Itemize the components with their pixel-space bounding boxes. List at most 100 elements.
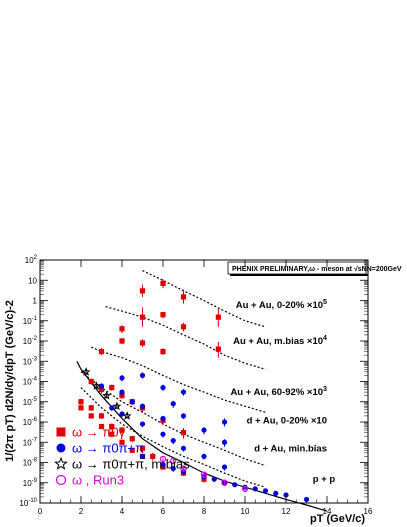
axes: 0 2 4 6 8 10 12 14 16 10-10 10-9 10-8 10-7 10-6 10-5 10… <box>19 255 373 516</box>
square-marker <box>180 429 187 436</box>
square-marker <box>150 453 156 460</box>
fit-curve-dashed <box>105 306 266 370</box>
open-circle-marker <box>180 465 187 472</box>
curve-label: d + Au, 0-20% ×10 <box>247 415 327 426</box>
curve-label: Au + Au, 60-92% ×103 <box>230 385 327 398</box>
curve-label: Au + Au, m.bias ×104 <box>233 334 327 347</box>
circle-marker <box>221 439 228 445</box>
series-group <box>119 372 228 427</box>
curve-label: p + p <box>313 474 336 485</box>
square-marker <box>78 405 84 411</box>
y-tick-label: 10-2 <box>23 336 38 346</box>
circle-marker <box>211 476 217 482</box>
open-circle-marker <box>170 457 177 465</box>
square-marker <box>139 314 146 320</box>
square-marker <box>88 378 94 385</box>
circle-marker <box>109 405 115 411</box>
fit-curve-dashed <box>80 371 266 467</box>
star-marker <box>81 367 91 376</box>
x-axis-title: pT (GeV/c) <box>310 513 365 525</box>
circle-marker <box>180 413 187 419</box>
curve-label: d + Au, min.bias <box>254 443 327 454</box>
circle-marker <box>262 488 269 494</box>
circle-marker <box>139 372 146 379</box>
legend-entry-label: ω → π0π+π <box>72 441 144 456</box>
y-tick-label: 10-1 <box>23 316 38 326</box>
square-marker <box>139 445 146 451</box>
square-marker <box>119 326 125 332</box>
legend-entry-label: ω → π0γ <box>72 425 126 440</box>
square-marker <box>180 324 187 330</box>
x-tick-label: 4 <box>120 507 125 516</box>
series-group <box>78 398 156 461</box>
circle-marker <box>170 465 176 472</box>
open-circle-marker <box>200 471 208 478</box>
series-group <box>109 405 228 471</box>
circle-marker <box>221 419 228 425</box>
circle-marker <box>139 421 146 427</box>
circle-marker <box>119 411 125 417</box>
circle-marker <box>170 438 176 444</box>
square-marker <box>119 427 125 433</box>
circle-marker <box>170 401 176 407</box>
banner-text: PHENIX PRELIMINARY,ω - meson at √sNN=200… <box>232 265 402 273</box>
square-marker <box>129 447 135 453</box>
circle-marker <box>180 445 187 451</box>
circle-marker <box>129 399 135 405</box>
circle-marker <box>252 486 258 492</box>
series-group <box>119 307 221 358</box>
square-marker <box>160 312 166 318</box>
y-tick-label: 10-7 <box>23 437 38 447</box>
y-tick-label: 10-10 <box>19 498 37 508</box>
fit-curve-dashed <box>80 387 266 488</box>
square-marker <box>180 294 187 300</box>
y-tick-label: 10-6 <box>23 417 38 427</box>
circle-marker <box>160 431 166 437</box>
y-tick-label: 10-5 <box>23 397 38 407</box>
x-tick-label: 0 <box>38 507 43 516</box>
square-marker <box>56 427 66 437</box>
circle-marker <box>303 496 310 503</box>
star-marker <box>54 456 68 470</box>
square-marker <box>215 314 221 320</box>
circle-marker <box>273 490 279 496</box>
circle-marker <box>160 415 166 422</box>
curve-labels: Au + Au, 0-20% ×105 Au + Au, m.bias ×104 A… <box>230 298 335 485</box>
square-marker <box>139 340 146 346</box>
y-tick-label: 10-3 <box>23 356 38 366</box>
x-tick-label: 12 <box>282 507 291 516</box>
x-tick-label: 14 <box>323 507 332 516</box>
square-marker <box>215 346 221 352</box>
square-marker <box>119 439 125 445</box>
y-tick-label: 10-9 <box>23 478 38 488</box>
square-marker <box>139 288 146 294</box>
open-circle-marker <box>159 455 167 463</box>
square-marker <box>98 348 105 355</box>
y-tick-label: 10-4 <box>23 377 38 387</box>
series-group <box>159 455 249 493</box>
circle-marker <box>119 389 125 395</box>
square-marker <box>160 280 166 286</box>
circle-marker <box>283 492 289 498</box>
circle-marker <box>201 427 207 433</box>
circle-marker <box>160 461 166 468</box>
star-marker <box>122 411 132 420</box>
circle-marker <box>201 453 207 460</box>
star-marker <box>102 390 112 400</box>
banner: PHENIX PRELIMINARY,ω - meson at √sNN=200… <box>227 261 402 276</box>
fit-curves <box>76 270 328 512</box>
y-tick-label: 1 <box>33 297 38 306</box>
open-circle-marker <box>55 474 67 486</box>
square-marker <box>98 413 105 419</box>
y-tick-label: 10 <box>28 276 37 285</box>
square-marker <box>160 348 166 355</box>
circle-marker <box>98 383 105 389</box>
y-axis-title: 1/(2π pT) d2N/dy/dpT (GeV/c)-2 <box>4 300 16 462</box>
x-tick-label: 8 <box>202 507 207 516</box>
square-marker <box>88 405 94 411</box>
x-tick-label: 6 <box>161 507 166 516</box>
circle-marker <box>180 389 187 395</box>
series-group <box>98 338 166 356</box>
